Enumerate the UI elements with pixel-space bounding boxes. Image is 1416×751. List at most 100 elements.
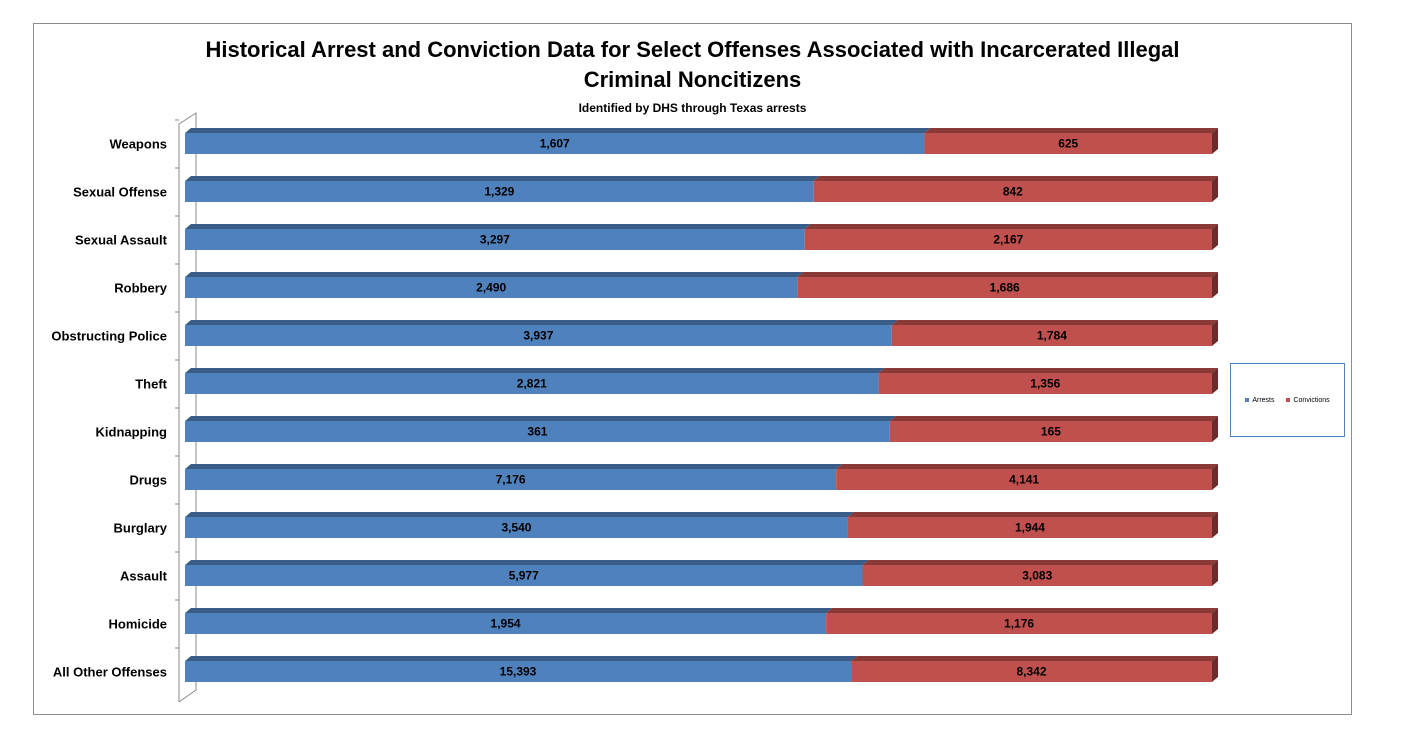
data-label-arrests-obstructing-police: 3,937: [523, 329, 553, 343]
bar-convictions-robbery-side: [1212, 272, 1218, 298]
bar-convictions-all-other-offenses-top: [851, 656, 1218, 661]
bar-convictions-obstructing-police: [891, 325, 1212, 346]
bar-convictions-kidnapping-side: [1212, 416, 1218, 442]
bar-convictions-kidnapping: [889, 421, 1212, 442]
category-label-kidnapping: Kidnapping: [96, 425, 168, 440]
data-label-convictions-sexual-assault: 2,167: [993, 233, 1023, 247]
bar-arrests-all-other-offenses-top: [185, 656, 858, 661]
chart-subtitle: Identified by DHS through Texas arrests: [578, 101, 807, 115]
bar-arrests-sexual-offense-top: [185, 176, 820, 181]
data-label-convictions-weapons: 625: [1058, 137, 1078, 151]
category-label-assault: Assault: [120, 569, 168, 584]
bar-convictions-robbery: [797, 277, 1212, 298]
bar-arrests-sexual-assault-top: [185, 224, 811, 229]
bar-convictions-assault-top: [862, 560, 1218, 565]
bar-arrests-kidnapping: [185, 421, 890, 442]
bar-arrests-sexual-assault: [185, 229, 805, 250]
bar-convictions-theft-top: [878, 368, 1218, 373]
bar-arrests-burglary-top: [185, 512, 854, 517]
data-label-arrests-weapons: 1,607: [540, 137, 570, 151]
data-label-convictions-all-other-offenses: 8,342: [1017, 665, 1047, 679]
bar-convictions-sexual-offense-side: [1212, 176, 1218, 202]
bar-convictions-weapons: [924, 133, 1212, 154]
bar-convictions-obstructing-police-top: [891, 320, 1218, 325]
bar-arrests-obstructing-police-top: [185, 320, 898, 325]
bar-convictions-homicide: [826, 613, 1212, 634]
bar-convictions-assault: [862, 565, 1212, 586]
bar-arrests-sexual-offense: [185, 181, 814, 202]
legend: Arrests Convictions: [1230, 363, 1345, 437]
category-label-theft: Theft: [135, 377, 167, 392]
bar-convictions-all-other-offenses-side: [1212, 656, 1218, 682]
bar-convictions-obstructing-police-side: [1212, 320, 1218, 346]
legend-entry-convictions: Convictions: [1286, 396, 1330, 404]
bar-arrests-all-other-offenses: [185, 661, 852, 682]
bar-convictions-homicide-top: [826, 608, 1218, 613]
category-label-sexual-assault: Sexual Assault: [75, 233, 168, 248]
category-label-all-other-offenses: All Other Offenses: [53, 665, 167, 680]
data-label-convictions-homicide: 1,176: [1004, 617, 1034, 631]
bar-arrests-drugs-top: [185, 464, 843, 469]
data-label-convictions-assault: 3,083: [1022, 569, 1052, 583]
bar-arrests-homicide: [185, 613, 827, 634]
chart-title-line-1: Historical Arrest and Conviction Data fo…: [205, 37, 1180, 62]
bar-arrests-assault: [185, 565, 863, 586]
bar-convictions-theft: [878, 373, 1212, 394]
bar-convictions-assault-side: [1212, 560, 1218, 586]
category-label-homicide: Homicide: [108, 617, 167, 632]
category-label-drugs: Drugs: [129, 473, 167, 488]
bar-arrests-drugs: [185, 469, 837, 490]
legend-entry-arrests: Arrests: [1245, 397, 1274, 404]
data-label-arrests-homicide: 1,954: [491, 617, 521, 631]
legend-label-convictions: Convictions: [1293, 396, 1330, 404]
bar-arrests-obstructing-police: [185, 325, 892, 346]
data-label-arrests-burglary: 3,540: [501, 521, 531, 535]
bar-arrests-theft-top: [185, 368, 885, 373]
chart-title-line-2: Criminal Noncitizens: [583, 67, 802, 92]
bar-convictions-robbery-top: [797, 272, 1218, 277]
bar-arrests-kidnapping-top: [185, 416, 896, 421]
category-label-sexual-offense: Sexual Offense: [73, 185, 167, 200]
data-label-arrests-all-other-offenses: 15,393: [500, 665, 537, 679]
bar-arrests-robbery-top: [185, 272, 804, 277]
data-label-arrests-robbery: 2,490: [476, 281, 506, 295]
bar-convictions-sexual-assault: [804, 229, 1212, 250]
data-label-convictions-kidnapping: 165: [1041, 425, 1061, 439]
data-label-convictions-robbery: 1,686: [990, 281, 1020, 295]
bar-convictions-burglary: [847, 517, 1212, 538]
data-label-convictions-theft: 1,356: [1030, 377, 1060, 391]
bar-convictions-sexual-assault-side: [1212, 224, 1218, 250]
bar-convictions-drugs-top: [836, 464, 1218, 469]
axis-wall: [178, 112, 197, 703]
bar-convictions-drugs: [836, 469, 1212, 490]
bar-convictions-all-other-offenses: [851, 661, 1212, 682]
bar-convictions-sexual-offense-top: [813, 176, 1218, 181]
legend-label-arrests: Arrests: [1252, 396, 1275, 404]
bar-convictions-burglary-top: [847, 512, 1218, 517]
bar-arrests-assault-top: [185, 560, 869, 565]
data-label-arrests-sexual-offense: 1,329: [484, 185, 514, 199]
category-label-obstructing-police: Obstructing Police: [51, 329, 167, 344]
data-label-arrests-kidnapping: 361: [527, 425, 547, 439]
legend-swatch-arrests: [1245, 398, 1250, 402]
bar-convictions-sexual-assault-top: [804, 224, 1218, 229]
bar-convictions-drugs-side: [1212, 464, 1218, 490]
data-label-arrests-theft: 2,821: [517, 377, 547, 391]
data-label-convictions-sexual-offense: 842: [1003, 185, 1023, 199]
bar-arrests-homicide-top: [185, 608, 833, 613]
category-label-burglary: Burglary: [114, 521, 168, 536]
bar-convictions-theft-side: [1212, 368, 1218, 394]
data-label-convictions-obstructing-police: 1,784: [1037, 329, 1067, 343]
bar-arrests-robbery: [185, 277, 798, 298]
data-label-convictions-drugs: 4,141: [1009, 473, 1039, 487]
bar-convictions-burglary-side: [1212, 512, 1218, 538]
bar-convictions-kidnapping-top: [889, 416, 1218, 421]
legend-swatch-convictions: [1286, 398, 1291, 402]
data-label-arrests-sexual-assault: 3,297: [480, 233, 510, 247]
bar-arrests-burglary: [185, 517, 848, 538]
bar-convictions-homicide-side: [1212, 608, 1218, 634]
category-label-robbery: Robbery: [114, 281, 168, 296]
bar-convictions-weapons-side: [1212, 128, 1218, 154]
bar-arrests-theft: [185, 373, 879, 394]
